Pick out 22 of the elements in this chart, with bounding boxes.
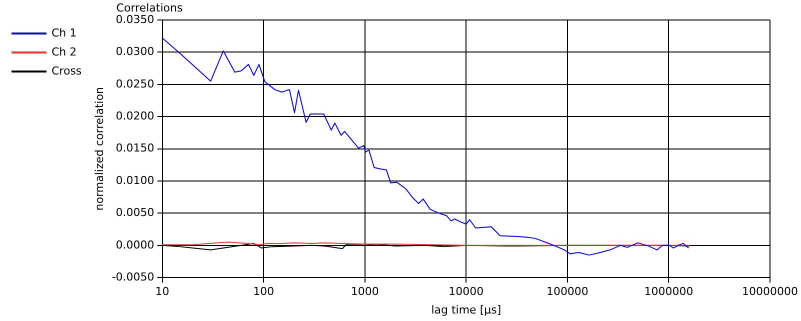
x-tick-label: 1000000 xyxy=(644,285,694,298)
y-tick-label: 0.0100 xyxy=(116,174,154,187)
legend-label: Ch 2 xyxy=(52,45,77,58)
y-tick-label: 0.0150 xyxy=(116,142,154,155)
legend-label: Cross xyxy=(52,64,82,78)
x-axis-title: lag time [µs] xyxy=(431,303,502,316)
y-tick-label: 0.0200 xyxy=(116,109,154,122)
y-tick-label: 0.0300 xyxy=(116,45,154,58)
x-tick-label: 10 xyxy=(155,285,170,298)
chart-title: Correlations xyxy=(116,1,183,14)
x-tick-label: 1000 xyxy=(350,285,379,298)
y-tick-label: 0.0000 xyxy=(116,238,154,252)
x-tick-label: 100000 xyxy=(546,285,588,298)
y-tick-label: 0.0050 xyxy=(116,206,154,220)
y-tick-label: 0.0350 xyxy=(116,12,154,26)
x-tick-label: 10000000 xyxy=(742,285,798,298)
x-tick-label: 10000 xyxy=(448,285,484,298)
y-tick-label: 0.0250 xyxy=(116,77,154,90)
x-tick-label: 100 xyxy=(253,285,274,298)
legend-label: Ch 1 xyxy=(52,26,77,40)
y-axis-title: normalized correlation xyxy=(93,86,106,211)
y-tick-label: -0.0050 xyxy=(112,270,154,284)
